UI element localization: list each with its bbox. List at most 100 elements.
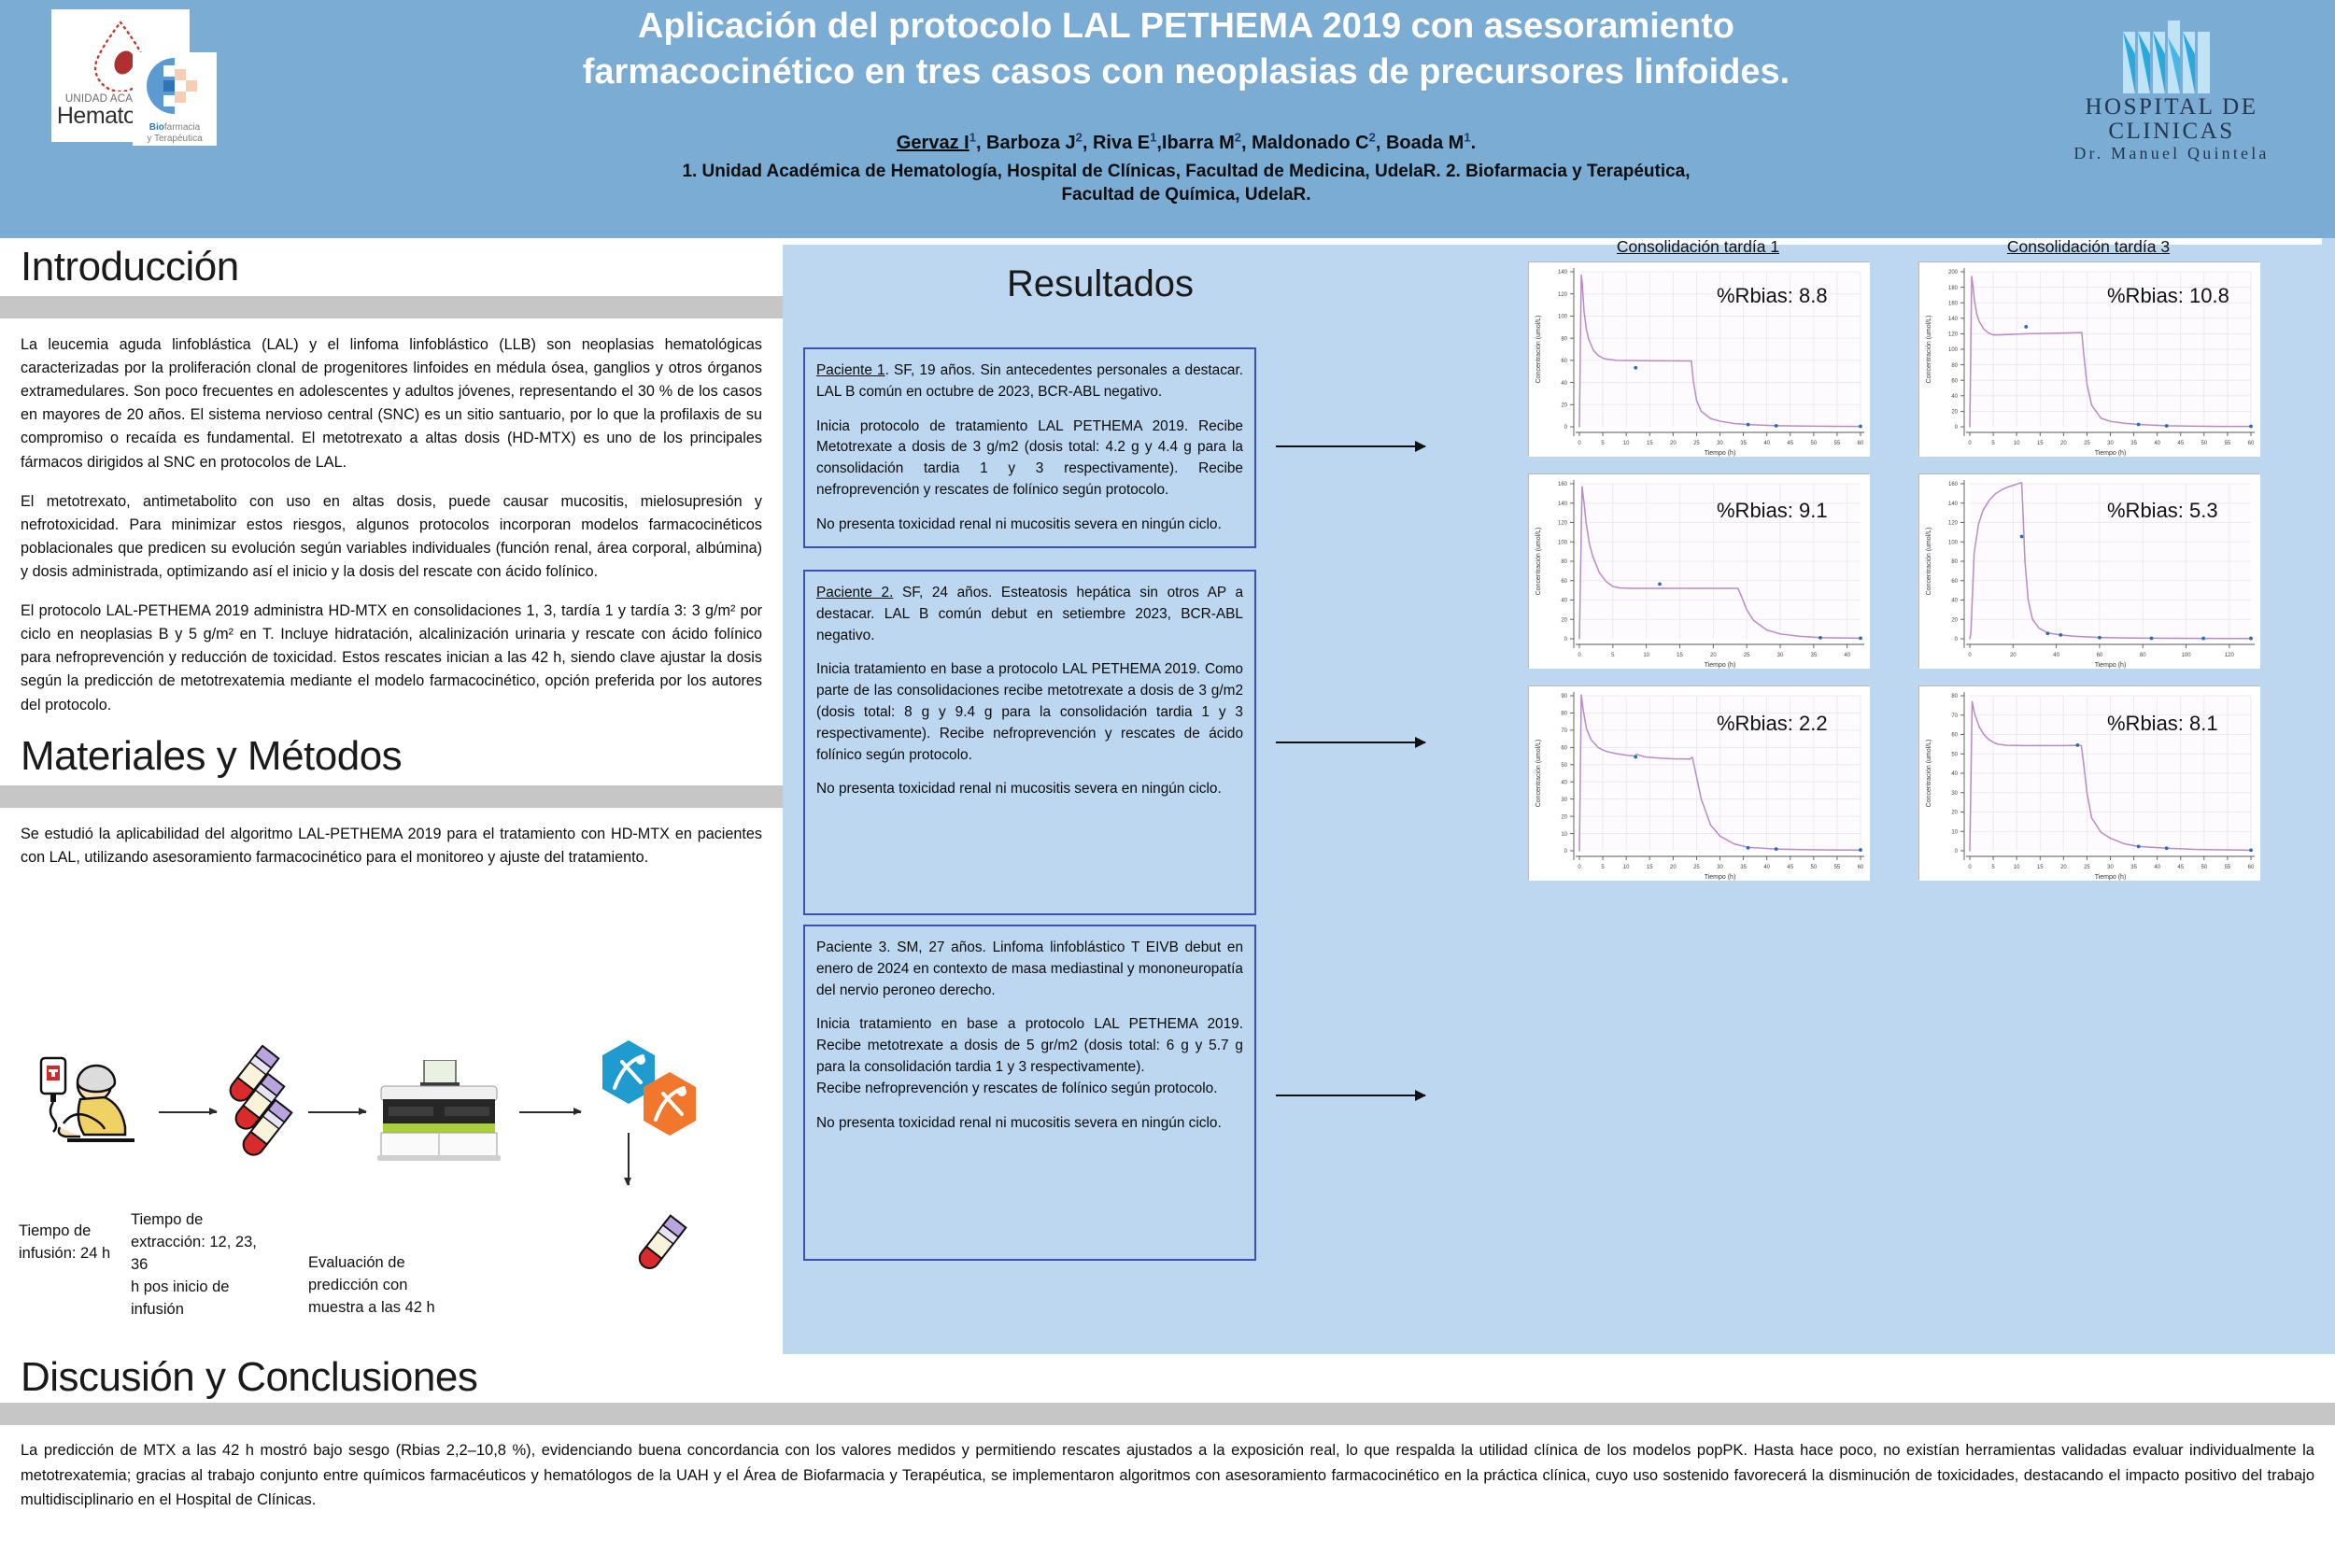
- chart-svg-p2-ct1: 0 5 10 15 20 25 30 35 40 0 20 40 60 80 100 120 140 160 Tie…: [1529, 474, 1870, 669]
- svg-text:20: 20: [2010, 653, 2017, 658]
- author-list: Gervaz I1, Barboza J2, Riva E1,Ibarra M2…: [392, 131, 1980, 152]
- svg-text:30: 30: [2107, 865, 2114, 870]
- svg-text:40: 40: [1763, 441, 1770, 446]
- svg-text:80: 80: [1561, 336, 1567, 342]
- svg-text:10: 10: [1623, 441, 1630, 446]
- diagram-label-step2: Tiempo de extracción: 12, 23, 36 h pos ini…: [131, 1211, 257, 1318]
- svg-text:60: 60: [2248, 441, 2255, 446]
- blood-tube-icon: [628, 1206, 693, 1294]
- poster-header: UNIDAD ACADÉMICA Hematología Biofarmacia…: [0, 0, 2335, 238]
- svg-text:0: 0: [1578, 865, 1581, 870]
- svg-text:20: 20: [1670, 441, 1677, 446]
- page-title-line2: farmacocinético en tres casos con neopla…: [582, 51, 1790, 92]
- svg-text:30: 30: [1717, 441, 1723, 446]
- author-names: Gervaz I1, Barboza J2, Riva E1,Ibarra M2…: [896, 130, 1477, 153]
- svg-text:40: 40: [1763, 865, 1770, 870]
- svg-text:160: 160: [1558, 482, 1568, 487]
- chart-p3-ct3: 0 5 10 15 20 25 30 35 40 45 50 55 60 0 10 20 30 40 50 60 70 8…: [1918, 685, 2260, 881]
- svg-text:60: 60: [1561, 579, 1567, 585]
- intro-title: Introducción: [21, 244, 239, 290]
- rbias-label-3: %Rbias: 5.3: [2107, 499, 2218, 522]
- svg-text:Tiempo (h): Tiempo (h): [1705, 874, 1736, 881]
- svg-text:15: 15: [2037, 441, 2044, 446]
- svg-text:160: 160: [1948, 301, 1959, 306]
- logo-biofarmacia-label: Biofarmacia y Terapéutica: [147, 122, 202, 144]
- patient-1-desc: . SF, 19 años. Sin antecedentes personal…: [816, 362, 1244, 400]
- affiliation-line-1: 1. Unidad Académica de Hematología, Hosp…: [682, 162, 1691, 181]
- svg-text:30: 30: [1561, 798, 1567, 803]
- flow-arrow-3: [519, 1108, 582, 1115]
- svg-text:60: 60: [1951, 378, 1958, 384]
- svg-text:5: 5: [1611, 653, 1615, 658]
- intro-paragraph-1: La leucemia aguda linfoblástica (LAL) y …: [21, 336, 762, 471]
- results-panel: Resultados Paciente 1. SF, 19 años. Sin …: [783, 237, 2335, 1354]
- svg-text:50: 50: [1561, 763, 1567, 769]
- svg-text:Tiempo (h): Tiempo (h): [2095, 662, 2127, 669]
- svg-text:0: 0: [1564, 849, 1568, 855]
- svg-text:70: 70: [1951, 713, 1958, 719]
- svg-text:30: 30: [1951, 791, 1958, 797]
- svg-text:20: 20: [2060, 441, 2067, 446]
- svg-text:35: 35: [2130, 865, 2137, 870]
- svg-text:0: 0: [1955, 849, 1959, 855]
- flow-arrow-1: [159, 1108, 218, 1115]
- svg-text:35: 35: [1740, 441, 1747, 446]
- blood-tubes-icon: [220, 1044, 333, 1180]
- svg-text:Concentración (umol/L): Concentración (umol/L): [1926, 316, 1932, 384]
- chart-p1-ct3: 0 5 10 15 20 25 30 35 40 45 50 55 60 0 20 40 60 80 100 120 1…: [1918, 261, 2260, 457]
- diagram-label-step5: Evaluación de predicción con muestra a las…: [308, 1254, 435, 1316]
- svg-text:180: 180: [1948, 286, 1959, 291]
- svg-text:20: 20: [1951, 617, 1958, 623]
- patient-box-2: Paciente 2. SF, 24 años. Esteatosis hepá…: [803, 570, 1256, 915]
- svg-text:55: 55: [2225, 865, 2231, 870]
- svg-text:60: 60: [2248, 865, 2255, 870]
- arrow-patient3-to-charts: [1276, 1090, 1426, 1101]
- patient-1-name: Paciente 1: [816, 362, 885, 378]
- svg-text:40: 40: [1951, 394, 1958, 400]
- page-title: Aplicación del protocolo LAL PETHEMA 201…: [392, 4, 1980, 94]
- svg-text:10: 10: [2014, 441, 2020, 446]
- chart-column-caption-2: Consolidación tardía 3: [2006, 237, 2171, 256]
- patient-1-toxicity: No presenta toxicidad renal ni mucositis…: [816, 516, 1222, 532]
- patient-3-treatment: Inicia tratamiento en base a protocolo L…: [816, 1016, 1243, 1096]
- svg-text:10: 10: [1643, 653, 1649, 658]
- patient-3-toxicity: No presenta toxicidad renal ni mucositis…: [816, 1114, 1222, 1131]
- svg-text:0: 0: [1955, 425, 1959, 431]
- svg-text:20: 20: [1951, 410, 1958, 416]
- svg-text:45: 45: [1787, 865, 1793, 870]
- svg-text:120: 120: [1558, 292, 1568, 298]
- svg-text:55: 55: [2225, 441, 2231, 446]
- svg-text:0: 0: [1578, 441, 1581, 446]
- intro-paragraph-2: El metotrexato, antimetabolito con uso e…: [21, 492, 762, 580]
- svg-text:40: 40: [1561, 599, 1567, 604]
- svg-text:140: 140: [1558, 270, 1568, 275]
- svg-text:40: 40: [2053, 653, 2059, 658]
- svg-text:20: 20: [1561, 403, 1567, 408]
- svg-text:120: 120: [2225, 653, 2235, 658]
- logo-hospital-clinicas: HOSPITAL DE CLINICAS Dr. Manuel Quintela: [2031, 17, 2312, 162]
- patient-2-name: Paciente 2.: [816, 585, 894, 600]
- svg-text:35: 35: [1810, 653, 1817, 658]
- svg-text:35: 35: [1740, 865, 1747, 870]
- patient-3-desc: SM, 27 años. Linfoma linfoblástico T EIV…: [816, 939, 1243, 998]
- svg-text:80: 80: [1951, 694, 1958, 699]
- svg-text:60: 60: [2097, 653, 2103, 658]
- logo-biofarmacia-rest: farmacia: [163, 122, 201, 133]
- chart-column-caption-1: Consolidación tardía 1: [1616, 237, 1780, 256]
- svg-text:0: 0: [1564, 425, 1568, 431]
- discussion-section: Discusión y Conclusiones La predicción d…: [0, 1354, 2335, 1568]
- rbias-label-0: %Rbias: 8.8: [1717, 284, 1828, 307]
- intro-paragraph-3: El protocolo LAL-PETHEMA 2019 administra…: [21, 602, 762, 713]
- intro-body: La leucemia aguda linfoblástica (LAL) y …: [0, 318, 783, 717]
- software-hexagon-icon-orange: [641, 1071, 699, 1137]
- svg-text:100: 100: [1948, 540, 1959, 545]
- svg-text:80: 80: [2140, 653, 2146, 658]
- svg-text:50: 50: [1810, 441, 1817, 446]
- svg-text:60: 60: [1951, 579, 1958, 585]
- svg-text:80: 80: [1951, 559, 1958, 565]
- svg-text:60: 60: [1858, 441, 1864, 446]
- svg-text:Tiempo (h): Tiempo (h): [2095, 450, 2127, 457]
- svg-text:30: 30: [1777, 653, 1784, 658]
- patient-3-name: Paciente 3.: [816, 939, 891, 955]
- page-title-line1: Aplicación del protocolo LAL PETHEMA 201…: [637, 7, 1735, 46]
